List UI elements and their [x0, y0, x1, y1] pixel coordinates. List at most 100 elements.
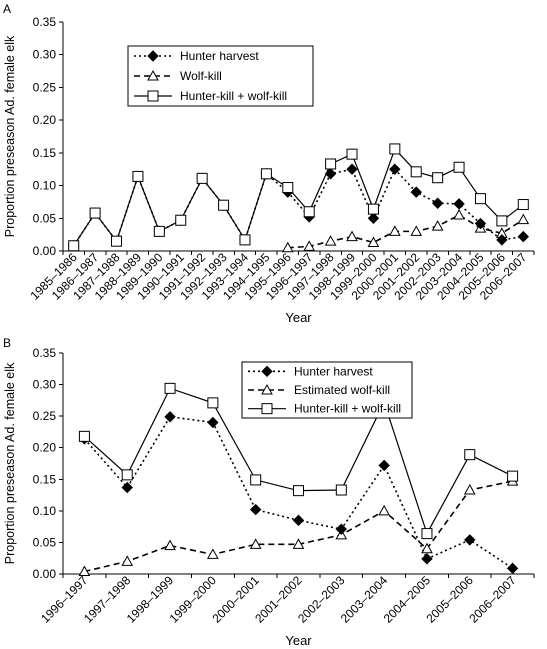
point-triangle	[249, 538, 262, 549]
y-tick-label: 0.10	[33, 179, 57, 193]
point-square	[453, 161, 465, 173]
point-diamond	[164, 411, 176, 423]
point-square	[89, 207, 101, 219]
point-diamond	[517, 230, 530, 243]
x-tick-label: 2006–2007	[466, 573, 519, 626]
point-square	[410, 166, 422, 178]
point-triangle	[121, 555, 134, 566]
point-triangle	[303, 240, 316, 251]
point-square	[421, 528, 433, 540]
series-triangle	[281, 208, 530, 253]
point-square	[474, 193, 486, 205]
point-square	[464, 449, 476, 461]
series-triangle	[78, 475, 519, 576]
point-square	[517, 199, 529, 211]
point-square	[153, 225, 165, 237]
point-triangle	[410, 225, 423, 236]
point-square	[196, 172, 208, 184]
point-triangle	[453, 208, 465, 220]
legend-marker-triangle	[147, 69, 159, 81]
y-tick-label: 0.30	[33, 48, 57, 62]
legend-label: Hunter harvest	[294, 364, 373, 378]
point-triangle	[421, 542, 433, 554]
panel-a: A0.000.050.100.150.200.250.300.351985–19…	[3, 2, 535, 325]
legend-label: Wolf-kill	[180, 69, 222, 83]
y-tick-label: 0.05	[33, 535, 57, 549]
point-triangle	[388, 225, 401, 236]
series-line	[287, 214, 524, 249]
point-triangle	[324, 235, 337, 246]
legend-label: Estimated wolf-kill	[294, 383, 390, 397]
legend-label: Hunter harvest	[180, 49, 259, 63]
point-triangle	[281, 241, 294, 253]
point-square	[111, 235, 123, 247]
point-square	[121, 469, 133, 481]
legend-marker-triangle	[261, 383, 273, 395]
point-diamond	[389, 163, 401, 175]
y-axis-title: Proportion preseason Ad. female elk	[3, 362, 17, 564]
point-square	[496, 215, 508, 227]
point-triangle	[463, 483, 476, 495]
y-tick-label: 0.15	[33, 146, 57, 160]
y-tick-label: 0.35	[33, 15, 57, 29]
point-square	[132, 170, 144, 182]
point-diamond	[207, 416, 219, 429]
point-square	[164, 382, 176, 394]
point-diamond	[421, 553, 433, 565]
point-diamond	[292, 514, 305, 527]
point-triangle	[431, 220, 444, 231]
point-square	[250, 474, 262, 486]
point-square	[367, 203, 379, 215]
point-square	[335, 484, 347, 496]
point-diamond	[367, 212, 380, 224]
point-diamond	[474, 217, 487, 230]
point-triangle	[517, 213, 530, 225]
point-square	[325, 158, 337, 170]
y-tick-label: 0.30	[33, 378, 57, 392]
point-diamond	[453, 198, 465, 210]
panel-label: A	[3, 2, 11, 16]
y-axis-title: Proportion preseason Ad. female elk	[3, 35, 17, 237]
legend: Hunter harvest Wolf-kill Hunter-kill + wol…	[127, 45, 314, 107]
point-triangle	[292, 538, 305, 549]
point-diamond	[506, 562, 519, 575]
point-triangle	[346, 230, 358, 242]
point-square	[78, 430, 90, 442]
point-diamond	[464, 534, 476, 546]
y-tick-label: 0.05	[33, 211, 57, 225]
point-diamond	[431, 197, 444, 209]
axes	[59, 21, 535, 255]
point-square	[389, 143, 401, 155]
x-axis-title: Year	[285, 310, 312, 325]
point-diamond	[335, 523, 348, 535]
legend-label: Hunter-kill + wolf-kill	[180, 89, 287, 103]
point-square	[175, 214, 187, 226]
y-tick-label: 0.20	[33, 441, 57, 455]
point-diamond	[324, 168, 337, 180]
legend: Hunter harvest Estimated wolf-kill Hunter-…	[241, 361, 413, 419]
legend-marker-diamond	[147, 50, 159, 62]
legend-marker-diamond	[261, 365, 273, 378]
y-tick-label: 0.10	[33, 504, 57, 518]
y-tick-label: 0.00	[33, 244, 57, 258]
point-diamond	[121, 481, 133, 494]
point-diamond	[346, 163, 358, 175]
point-square	[507, 470, 519, 482]
panel-b: B0.000.050.100.150.200.250.300.351996–19…	[3, 336, 535, 648]
y-tick-label: 0.20	[33, 113, 57, 127]
x-axis-title: Year	[285, 633, 312, 648]
point-diamond	[249, 503, 262, 516]
point-triangle	[378, 504, 390, 516]
point-diamond	[410, 186, 422, 198]
y-tick-label: 0.35	[33, 346, 57, 360]
point-triangle	[207, 548, 219, 559]
point-square	[293, 485, 304, 497]
y-tick-label: 0.00	[33, 567, 57, 581]
panel-label: B	[3, 336, 11, 350]
point-diamond	[378, 459, 390, 472]
point-square	[346, 148, 358, 160]
y-tick-label: 0.25	[33, 409, 57, 423]
point-triangle	[367, 236, 380, 247]
y-tick-label: 0.15	[33, 472, 57, 486]
point-square	[239, 234, 251, 246]
